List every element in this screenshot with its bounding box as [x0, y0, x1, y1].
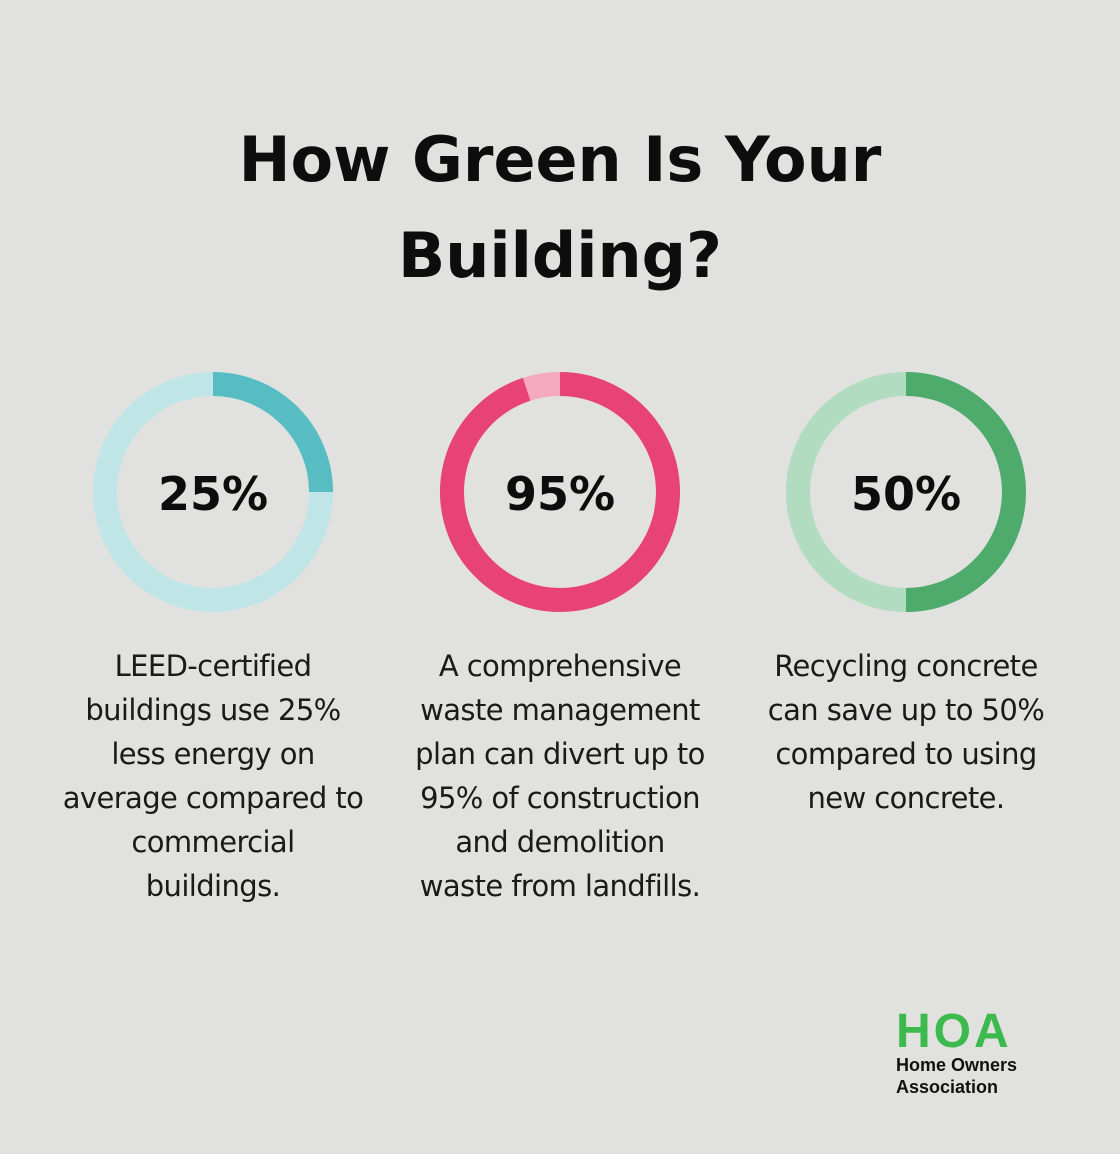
description-line: new concrete. — [807, 781, 1006, 815]
description-line: less energy on — [111, 737, 315, 771]
page-title: How Green Is Your Building? — [0, 112, 1120, 304]
stat-description: LEED-certified buildings use 25% less en… — [43, 644, 383, 908]
description-line: 95% of construction — [420, 781, 700, 815]
logo-line-1: Home Owners — [896, 1055, 1018, 1075]
stat-card-concrete: 50% Recycling concrete can save up to 50… — [736, 370, 1076, 820]
logo-mark: HOA — [896, 1005, 1012, 1058]
description-line: commercial — [131, 825, 295, 859]
description-line: waste management — [420, 693, 700, 727]
description-line: buildings use 25% — [85, 693, 341, 727]
donut-chart-energy: 25% — [93, 372, 333, 612]
hoa-logo: HOA Home Owners Association — [896, 1005, 1086, 1098]
description-line: and demolition — [455, 825, 665, 859]
stat-description: Recycling concrete can save up to 50% co… — [736, 644, 1076, 820]
donut-percent-label: 25% — [158, 467, 268, 521]
description-line: plan can divert up to — [415, 737, 705, 771]
description-line: LEED-certified — [114, 649, 312, 683]
donut-chart-concrete: 50% — [786, 372, 1026, 612]
donut-chart-waste: 95% — [440, 372, 680, 612]
description-line: can save up to 50% — [767, 693, 1045, 727]
donut-percent-label: 50% — [851, 467, 961, 521]
donut-value-arc — [212, 372, 333, 493]
description-line: compared to using — [775, 737, 1037, 771]
description-line: Recycling concrete — [774, 649, 1038, 683]
stat-description: A comprehensive waste management plan ca… — [390, 644, 730, 908]
logo-line-2: Association — [896, 1077, 999, 1097]
description-line: A comprehensive — [438, 649, 682, 683]
title-line-1: How Green Is Your — [238, 123, 882, 196]
stat-card-waste: 95% A comprehensive waste management pla… — [390, 370, 730, 908]
donut-percent-label: 95% — [505, 467, 615, 521]
donut-value-arc — [905, 372, 1026, 612]
title-line-2: Building? — [397, 219, 723, 292]
description-line: buildings. — [145, 869, 281, 903]
description-line: average compared to — [62, 781, 364, 815]
stat-card-energy: 25% LEED-certified buildings use 25% les… — [43, 370, 383, 908]
donut-value-arc — [440, 372, 680, 612]
description-line: waste from landfills. — [419, 869, 701, 903]
